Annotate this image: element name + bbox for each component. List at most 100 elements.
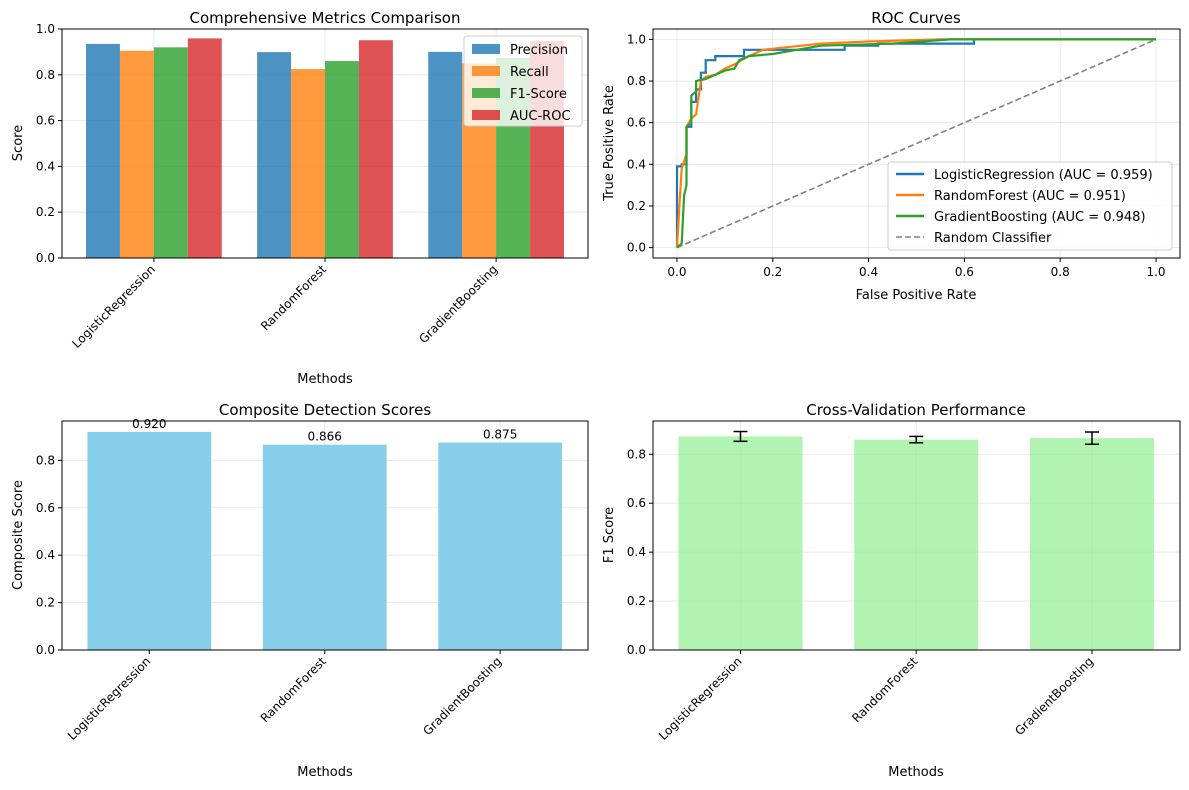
bar-precision-logisticregression bbox=[86, 43, 120, 259]
roc-line-gradientboosting bbox=[676, 38, 1156, 249]
cv-y-label: F1 Score bbox=[602, 507, 617, 563]
panel-roc: ROC Curves 0.00.20.40.60.81.0 0.0 0.2 0.4 0… bbox=[602, 9, 1181, 303]
y-tick-label: 0.0 bbox=[627, 241, 646, 255]
x-tick-label-gradientboosting: GradientBoosting bbox=[420, 654, 504, 738]
y-tick-label: 0.2 bbox=[627, 594, 646, 608]
panel-cv: Cross-Validation Performance 0.00.20.40.… bbox=[602, 401, 1181, 780]
composite-y-label: Composite Score bbox=[11, 480, 26, 590]
x-tick-label-logisticregression: LogisticRegression bbox=[69, 262, 158, 351]
y-tick-label: 0.2 bbox=[36, 596, 55, 610]
metrics-y-ticks: 0.0 0.2 0.4 0.6 0.8 1.0 bbox=[36, 22, 62, 265]
y-tick-label: 0.8 bbox=[627, 74, 646, 88]
y-tick-label: 0.4 bbox=[36, 548, 55, 562]
y-tick-label: 0.6 bbox=[36, 501, 55, 515]
bar-gradientboosting bbox=[1029, 438, 1154, 650]
metrics-y-label: Score bbox=[11, 125, 26, 161]
roc-title: ROC Curves bbox=[871, 9, 961, 27]
legend-label-recall: Recall bbox=[510, 65, 549, 80]
y-tick-label: 0.6 bbox=[627, 116, 646, 130]
composite-x-ticks: LogisticRegression RandomForest GradientBo… bbox=[65, 650, 504, 743]
x-tick-label: 0.6 bbox=[955, 265, 974, 279]
x-tick-label-logisticregression: LogisticRegression bbox=[656, 654, 745, 743]
bar-gradientboosting bbox=[438, 442, 563, 650]
x-tick-label: 0.8 bbox=[1051, 265, 1070, 279]
legend-label-f1: F1-Score bbox=[510, 87, 567, 102]
legend-swatch-auc bbox=[472, 110, 500, 120]
metrics-bars bbox=[86, 38, 564, 259]
bar-logisticregression bbox=[87, 431, 212, 650]
panel-composite: Composite Detection Scores 0.920 0.866 0.8… bbox=[11, 401, 589, 780]
composite-value-labels: 0.920 0.866 0.875 bbox=[132, 417, 517, 444]
composite-bars bbox=[87, 431, 563, 650]
y-tick-label: 0.2 bbox=[36, 205, 55, 219]
y-tick-label: 0.0 bbox=[627, 643, 646, 657]
roc-axes-frame bbox=[652, 28, 1181, 259]
legend-label-random-classifier: Random Classifier bbox=[934, 231, 1052, 246]
x-tick-label-randomforest: RandomForest bbox=[849, 654, 920, 725]
x-tick-label-gradientboosting: GradientBoosting bbox=[1012, 654, 1096, 738]
legend-label-auc: AUC-ROC bbox=[510, 109, 571, 124]
roc-y-label: True Positive Rate bbox=[602, 85, 617, 202]
bar-precision-randomforest bbox=[257, 52, 292, 259]
roc-x-label: False Positive Rate bbox=[856, 288, 977, 303]
legend-label-roc-randomforest: RandomForest (AUC = 0.951) bbox=[934, 189, 1126, 204]
x-tick-label-gradientboosting: GradientBoosting bbox=[416, 262, 500, 346]
y-tick-label: 1.0 bbox=[36, 22, 55, 36]
value-label-gradientboosting: 0.875 bbox=[483, 428, 517, 442]
bar-auc-roc-logisticregression bbox=[187, 38, 222, 258]
bar-f1-score-logisticregression bbox=[153, 47, 188, 258]
y-tick-label: 0.4 bbox=[627, 545, 646, 559]
x-tick-label: 0.0 bbox=[667, 265, 686, 279]
bar-f1-score-randomforest bbox=[325, 61, 359, 259]
bar-recall-logisticregression bbox=[119, 50, 154, 258]
panel-metrics: Comprehensive Metrics Comparison 0.0 0.2 0… bbox=[11, 9, 589, 387]
metrics-x-label: Methods bbox=[297, 372, 353, 387]
y-tick-label: 0.0 bbox=[36, 643, 55, 657]
roc-lines bbox=[675, 38, 1157, 249]
bar-randomforest bbox=[262, 444, 387, 650]
bar-auc-roc-randomforest bbox=[358, 40, 393, 258]
y-tick-label: 0.2 bbox=[627, 199, 646, 213]
x-tick-label-logisticregression: LogisticRegression bbox=[65, 654, 154, 743]
x-tick-label: 0.4 bbox=[859, 265, 878, 279]
x-tick-label-randomforest: RandomForest bbox=[258, 262, 329, 333]
cv-y-ticks: 0.0 0.2 0.4 0.6 0.8 bbox=[627, 447, 653, 657]
y-tick-label: 0.4 bbox=[627, 157, 646, 171]
roc-x-ticks: 0.0 0.2 0.4 0.6 0.8 1.0 bbox=[667, 258, 1166, 279]
y-tick-label: 0.8 bbox=[627, 447, 646, 461]
cv-x-label: Methods bbox=[888, 765, 944, 780]
roc-line-random-classifier bbox=[676, 38, 1157, 249]
value-label-randomforest: 0.866 bbox=[308, 430, 342, 444]
metrics-legend-box bbox=[463, 35, 583, 127]
cv-bars bbox=[678, 436, 1154, 650]
metrics-title: Comprehensive Metrics Comparison bbox=[190, 9, 461, 27]
cv-error-bars bbox=[733, 430, 1099, 445]
bar-precision-gradientboosting bbox=[428, 51, 463, 259]
composite-y-ticks: 0.0 0.2 0.4 0.6 0.8 bbox=[36, 453, 62, 657]
roc-legend: LogisticRegression (AUC = 0.959) RandomF… bbox=[887, 161, 1173, 251]
bar-randomforest bbox=[854, 439, 979, 650]
roc-legend-box bbox=[887, 161, 1173, 251]
bar-logisticregression bbox=[678, 436, 803, 650]
y-tick-label: 0.6 bbox=[627, 496, 646, 510]
legend-label-roc-logisticregression: LogisticRegression (AUC = 0.959) bbox=[934, 168, 1153, 183]
y-tick-label: 0.6 bbox=[36, 114, 55, 128]
metrics-x-ticks: LogisticRegression RandomForest GradientBo… bbox=[69, 258, 500, 351]
x-tick-label-randomforest: RandomForest bbox=[258, 654, 329, 725]
x-tick-label: 0.2 bbox=[763, 265, 782, 279]
y-tick-label: 0.0 bbox=[36, 251, 55, 265]
composite-x-label: Methods bbox=[297, 765, 353, 780]
legend-swatch-f1 bbox=[472, 88, 500, 98]
x-tick-label: 1.0 bbox=[1146, 265, 1165, 279]
legend-label-precision: Precision bbox=[510, 43, 568, 58]
legend-swatch-recall bbox=[472, 66, 500, 76]
legend-label-roc-gradientboosting: GradientBoosting (AUC = 0.948) bbox=[934, 210, 1146, 225]
cv-title: Cross-Validation Performance bbox=[806, 401, 1026, 419]
legend-swatch-precision bbox=[472, 44, 500, 54]
y-tick-label: 0.4 bbox=[36, 159, 55, 173]
cv-x-ticks: LogisticRegression RandomForest GradientBo… bbox=[656, 650, 1096, 743]
composite-title: Composite Detection Scores bbox=[219, 401, 431, 419]
metrics-legend: Precision Recall F1-Score AUC-ROC bbox=[463, 35, 583, 127]
y-tick-label: 0.8 bbox=[36, 453, 55, 467]
